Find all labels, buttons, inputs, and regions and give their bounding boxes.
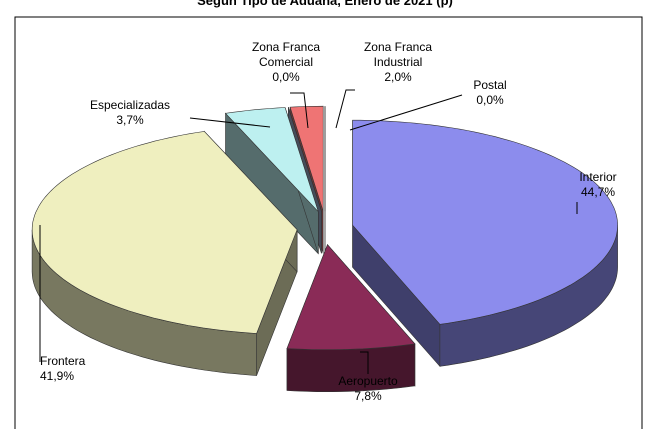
slice-top (31, 131, 298, 334)
value-label: 7,8% (354, 389, 382, 403)
category-label: Interior (579, 170, 617, 184)
value-label: 2,0% (384, 70, 412, 84)
slice-label: Especializadas 3,7% (80, 98, 180, 128)
slice (224, 107, 319, 255)
slice (286, 243, 416, 392)
slice-label: Zona Franca Industrial 2,0% (348, 40, 448, 85)
slice (352, 119, 618, 368)
value-label: 41,9% (40, 369, 75, 383)
slice-label: Frontera 41,9% (40, 354, 85, 384)
leader-line (189, 117, 271, 128)
category-label: Postal (473, 78, 507, 92)
chart-title: Según Tipo de Aduana, Enero de 2021 (p) (197, 0, 453, 8)
value-label: 3,7% (116, 113, 144, 127)
slice-label: Zona Franca Comercial 0,0% (236, 40, 336, 85)
leader-line (349, 94, 463, 131)
slice-top (288, 107, 322, 212)
slice-top (286, 244, 416, 350)
leader-line (335, 89, 355, 129)
category-label: Aeropuerto (338, 374, 398, 388)
category-label: Frontera (40, 354, 86, 368)
leader-line (290, 92, 309, 129)
slice-top (289, 105, 324, 212)
category-label: Zona Franca Industrial (363, 40, 433, 69)
value-label: 0,0% (272, 70, 300, 84)
leader-line (360, 351, 369, 374)
value-label: 44,7% (580, 185, 616, 199)
frame (14, 16, 643, 429)
slice-label: Interior 44,7% (548, 170, 648, 200)
slice-top (224, 107, 319, 212)
slice-top (352, 119, 618, 325)
slice-label: Aeropuerto 7,8% (318, 374, 418, 404)
category-label: Especializadas (89, 98, 171, 112)
value-label: 0,0% (476, 93, 504, 107)
slice-label: Postal 0,0% (440, 78, 540, 108)
category-label: Zona Franca Comercial (251, 40, 321, 69)
slice (31, 130, 298, 376)
